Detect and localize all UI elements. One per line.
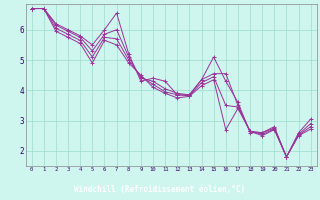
Text: Windchill (Refroidissement éolien,°C): Windchill (Refroidissement éolien,°C) [75,185,245,194]
